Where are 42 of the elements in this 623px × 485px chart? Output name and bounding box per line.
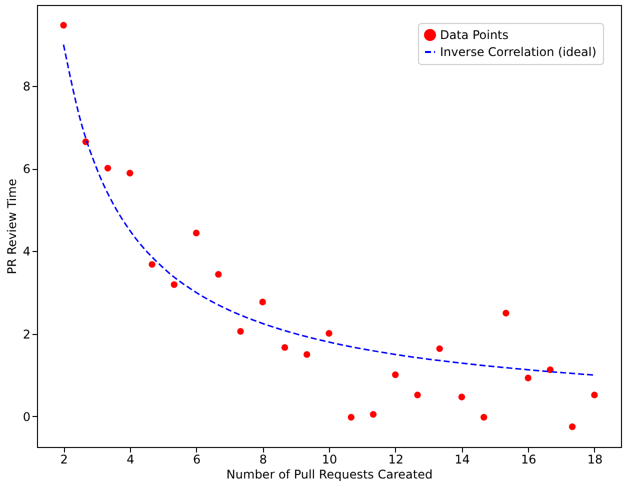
point	[304, 351, 310, 358]
point	[480, 414, 488, 421]
point	[591, 392, 598, 398]
legend-label: Inverse Correlation (ideal)	[440, 45, 596, 59]
x-tick-label: 16	[520, 452, 536, 466]
point	[524, 374, 532, 382]
x-tick-label: 2	[60, 452, 68, 466]
point	[568, 423, 576, 430]
x-axis-title: Number of Pull Requests Careated	[226, 468, 433, 482]
point	[215, 270, 222, 278]
point	[60, 22, 67, 29]
x-tick-label: 18	[587, 452, 603, 466]
y-tick-label: 8	[22, 79, 30, 94]
x-tick-label: 14	[454, 452, 470, 466]
y-tick-label: 0	[22, 410, 30, 424]
y-tick-label: 6	[22, 162, 30, 176]
point	[281, 344, 288, 351]
point	[126, 170, 134, 176]
x-tick-label: 4	[126, 452, 134, 466]
y-tick-label: 2	[22, 327, 30, 342]
point	[192, 230, 200, 236]
point	[370, 411, 377, 418]
x-tick-label: 8	[259, 452, 267, 466]
legend-label: Data Points	[440, 28, 509, 42]
x-tick-label: 6	[192, 452, 201, 466]
point	[148, 261, 156, 268]
point	[259, 298, 266, 306]
y-tick-label: 4	[22, 244, 30, 259]
x-tick-label: 10	[322, 452, 338, 466]
point	[458, 394, 466, 400]
line-series	[62, 44, 596, 376]
point	[392, 371, 399, 378]
point	[326, 330, 332, 337]
point	[170, 281, 178, 288]
point	[436, 345, 443, 352]
point	[502, 310, 510, 317]
point	[348, 414, 354, 421]
x-tick-label: 12	[388, 452, 404, 466]
point	[237, 328, 244, 335]
y-axis-title: PR Review Time	[4, 178, 19, 274]
point	[104, 164, 112, 172]
point	[414, 392, 421, 398]
